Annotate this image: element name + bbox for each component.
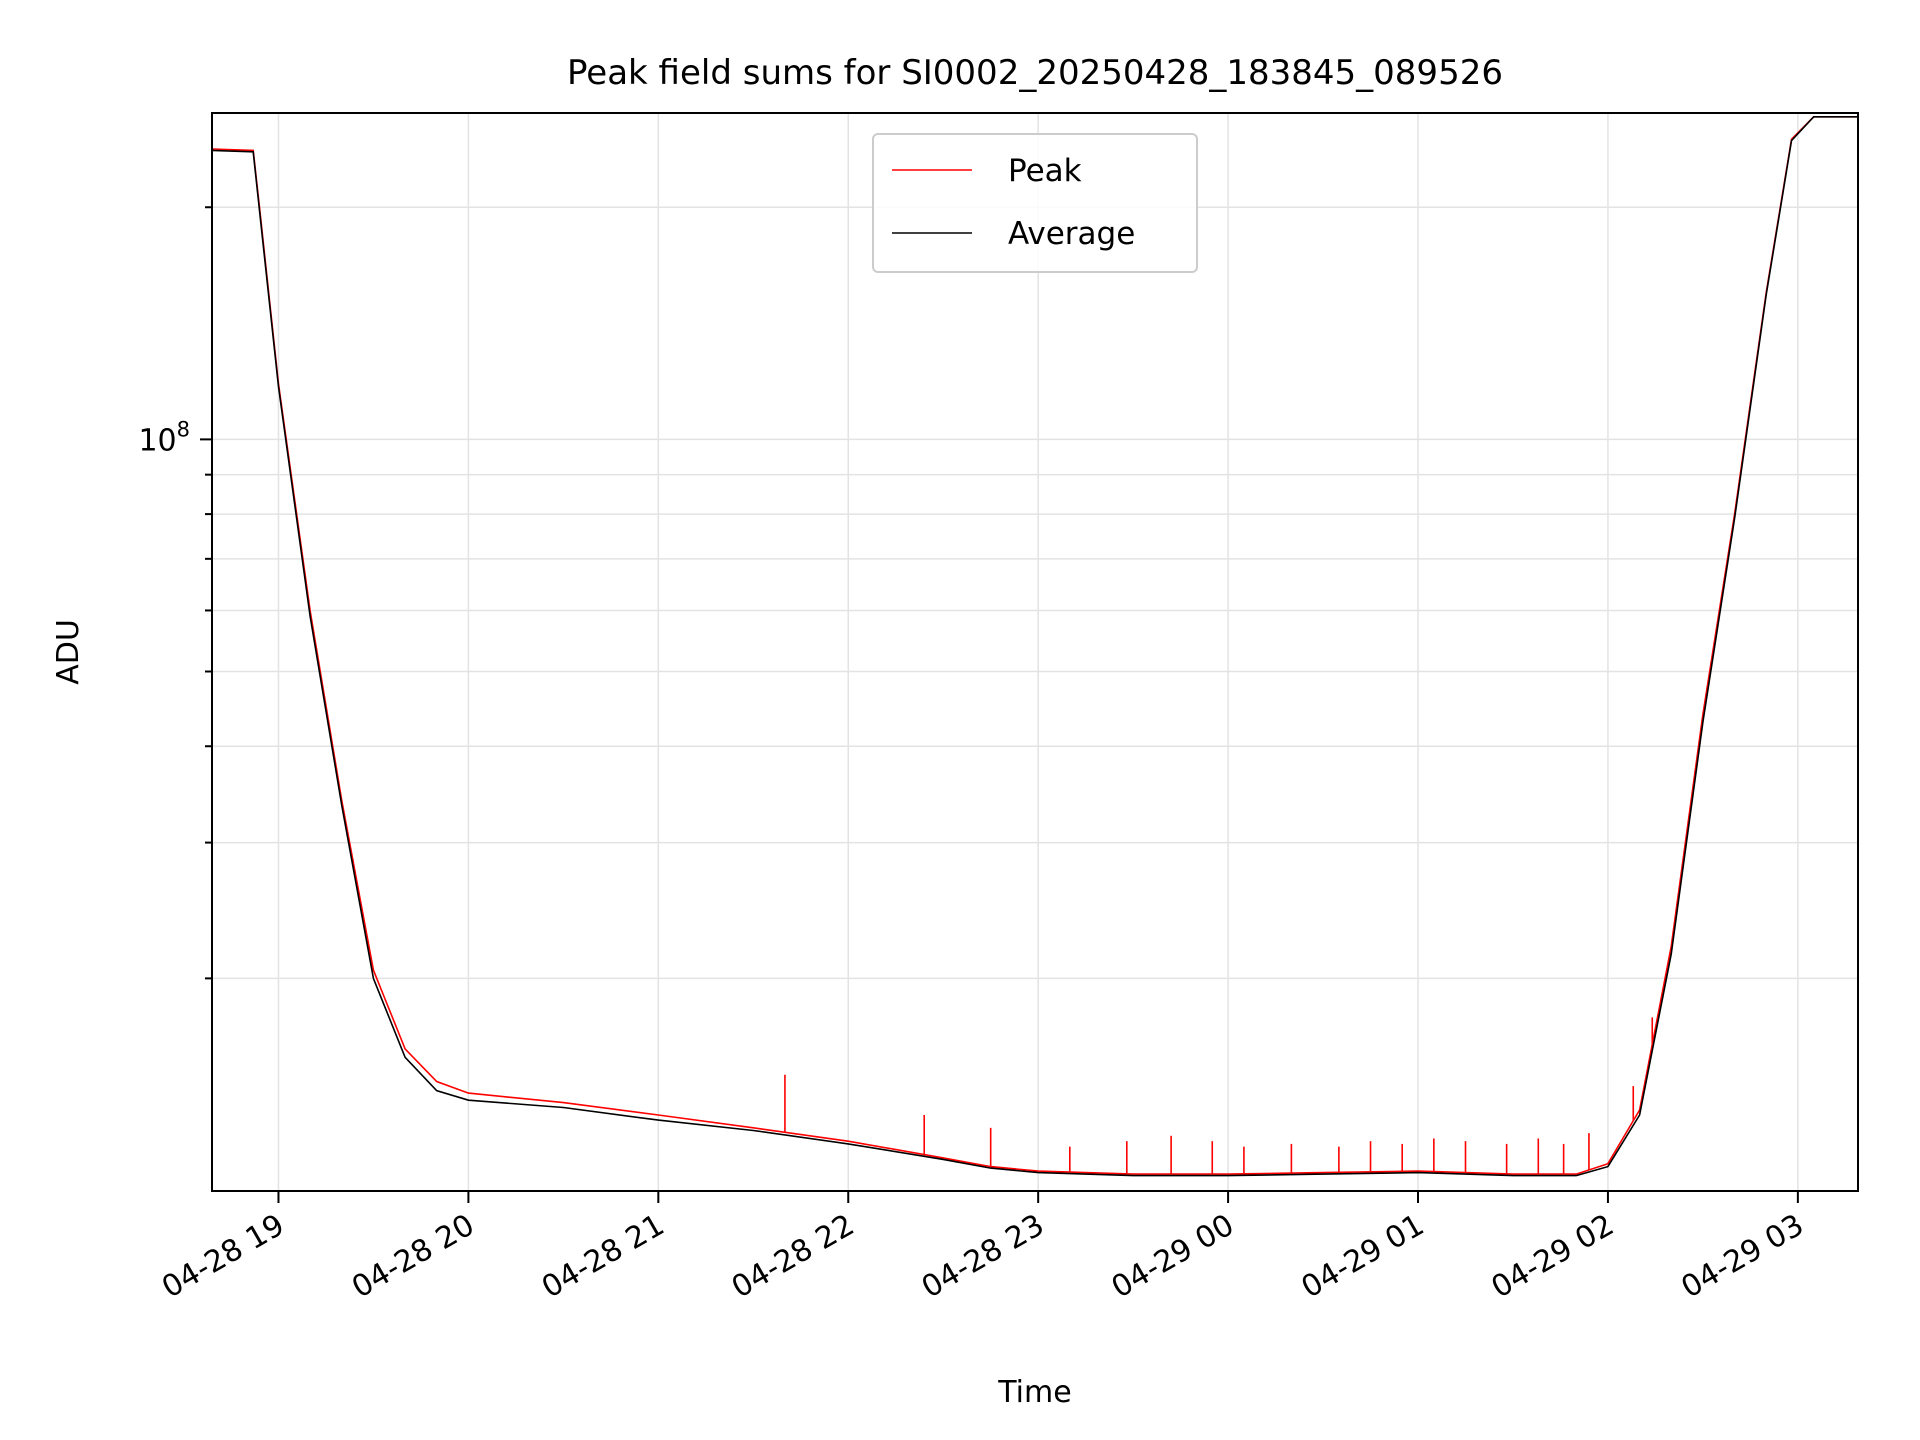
series-line-peak <box>211 116 1858 1175</box>
legend-box <box>872 133 1198 273</box>
legend-peak-label: Peak <box>1008 153 1082 189</box>
plot-frame <box>211 112 1859 1192</box>
legend: Peak Average <box>872 133 1198 273</box>
x-axis-label: Time <box>997 1375 1071 1410</box>
y-axis-label: ADU <box>51 619 86 685</box>
y-tick-label: 108 <box>138 417 190 458</box>
chart-title: Peak field sums for SI0002_20250428_1838… <box>567 53 1503 93</box>
y-axis: 108 <box>138 206 212 980</box>
grid-lines <box>212 113 1858 1191</box>
plot-series <box>211 116 1858 1177</box>
legend-average-label: Average <box>1008 216 1135 252</box>
series-line-average <box>211 116 1858 1177</box>
